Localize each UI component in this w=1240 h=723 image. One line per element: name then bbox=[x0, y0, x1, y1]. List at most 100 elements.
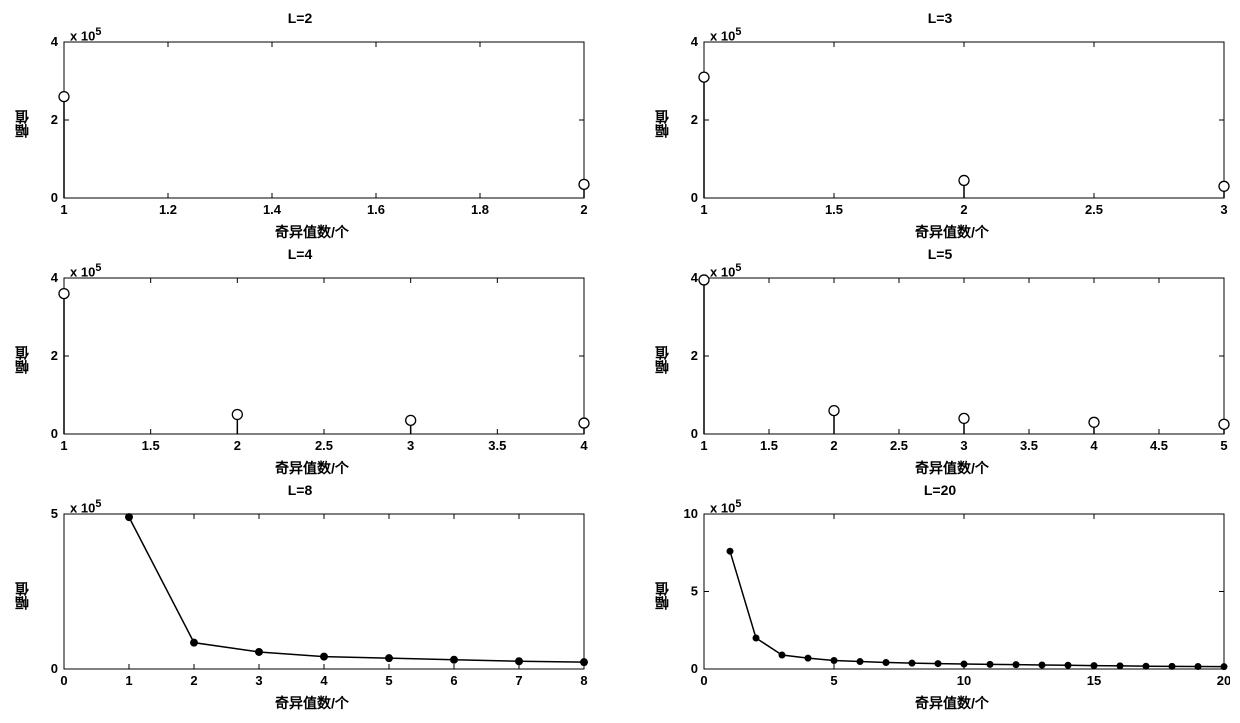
x-tick-label: 10 bbox=[957, 673, 971, 688]
axes-box bbox=[704, 278, 1224, 434]
y-tick-label: 2 bbox=[51, 348, 58, 363]
stem-marker bbox=[579, 418, 589, 428]
y-tick-label: 4 bbox=[51, 270, 59, 285]
x-tick-label: 1.2 bbox=[159, 202, 177, 217]
x-tick-label: 0 bbox=[60, 673, 67, 688]
x-tick-label: 3 bbox=[255, 673, 262, 688]
x-tick-label: 2 bbox=[234, 438, 241, 453]
series-marker bbox=[1117, 663, 1123, 669]
series-marker bbox=[779, 652, 785, 658]
chart-svg: 11.522.533.54024 bbox=[34, 264, 590, 456]
y-tick-label: 0 bbox=[691, 661, 698, 676]
y-axis-label: 幅值 bbox=[650, 28, 674, 220]
subplot-title: L=4 bbox=[10, 246, 590, 262]
stem-marker bbox=[232, 410, 242, 420]
x-tick-label: 0 bbox=[700, 673, 707, 688]
subplot-3: L=4x 105幅值11.522.533.54024奇异值数/个 bbox=[10, 246, 590, 478]
series-marker bbox=[581, 659, 588, 666]
chart-svg: 01234567805 bbox=[34, 500, 590, 691]
plot-area: 0 5 10 15 20 0 5 10 bbox=[674, 500, 1230, 691]
chart-svg: 0 5 10 15 20 0 5 10 bbox=[674, 500, 1230, 691]
y-tick-label: 2 bbox=[691, 348, 698, 363]
chart-svg: 11.21.41.61.82024 bbox=[34, 28, 590, 220]
y-tick-label: 0 bbox=[51, 190, 58, 205]
x-tick-label: 4.5 bbox=[1150, 438, 1168, 453]
plot-area: 11.522.533.54024 bbox=[34, 264, 590, 456]
plot-area: 11.21.41.61.82024 bbox=[34, 28, 590, 220]
axes-box bbox=[704, 514, 1224, 669]
series-marker bbox=[1065, 662, 1071, 668]
plot-wrapper: 幅值 0 5 10 15 20 0 5 10 bbox=[650, 500, 1230, 691]
chart-svg: 11.522.53024 bbox=[674, 28, 1230, 220]
x-tick-label: 2 bbox=[960, 202, 967, 217]
x-tick-label: 7 bbox=[515, 673, 522, 688]
x-tick-label: 6 bbox=[450, 673, 457, 688]
y-tick-label: 4 bbox=[51, 34, 59, 49]
chart-grid: L=2x 105幅值11.21.41.61.82024奇异值数/个L=3x 10… bbox=[10, 10, 1230, 713]
subplot-5: L=8x 105幅值01234567805奇异值数/个 bbox=[10, 482, 590, 713]
x-tick-label: 1.5 bbox=[142, 438, 160, 453]
x-tick-label: 1 bbox=[700, 202, 707, 217]
series-marker bbox=[831, 657, 837, 663]
stem-marker bbox=[959, 175, 969, 185]
plot-wrapper: 幅值11.522.533.54024 bbox=[10, 264, 590, 456]
plot-area: 11.522.53024 bbox=[674, 28, 1230, 220]
stem-marker bbox=[406, 415, 416, 425]
chart-svg: 11.522.533.544.55024 bbox=[674, 264, 1230, 456]
y-tick-label: 4 bbox=[691, 270, 699, 285]
subplot-4: L=5x 105幅值11.522.533.544.55024奇异值数/个 bbox=[650, 246, 1230, 478]
series-marker bbox=[987, 661, 993, 667]
stem-marker bbox=[1089, 417, 1099, 427]
x-tick-label: 20 bbox=[1217, 673, 1230, 688]
series-marker bbox=[1091, 663, 1097, 669]
series-marker bbox=[451, 656, 458, 663]
y-tick-label: 0 bbox=[691, 426, 698, 441]
x-axis-label: 奇异值数/个 bbox=[10, 693, 590, 713]
x-axis-label: 奇异值数/个 bbox=[650, 458, 1230, 478]
plot-wrapper: 幅值01234567805 bbox=[10, 500, 590, 691]
x-tick-label: 15 bbox=[1087, 673, 1101, 688]
x-tick-label: 3 bbox=[960, 438, 967, 453]
subplot-1: L=2x 105幅值11.21.41.61.82024奇异值数/个 bbox=[10, 10, 590, 242]
x-tick-label: 3.5 bbox=[1020, 438, 1038, 453]
y-tick-label: 2 bbox=[51, 112, 58, 127]
x-tick-label: 1 bbox=[60, 202, 67, 217]
series-marker bbox=[1039, 662, 1045, 668]
stem-marker bbox=[59, 92, 69, 102]
x-tick-label: 1 bbox=[125, 673, 132, 688]
y-tick-label: 10 bbox=[684, 506, 698, 521]
x-tick-label: 1.6 bbox=[367, 202, 385, 217]
y-tick-label: 0 bbox=[51, 661, 58, 676]
plot-area: 11.522.533.544.55024 bbox=[674, 264, 1230, 456]
stem-marker bbox=[1219, 181, 1229, 191]
x-tick-label: 5 bbox=[1220, 438, 1227, 453]
x-axis-label: 奇异值数/个 bbox=[10, 222, 590, 242]
x-axis-label: 奇异值数/个 bbox=[10, 458, 590, 478]
y-tick-label: 0 bbox=[51, 426, 58, 441]
y-tick-label: 4 bbox=[691, 34, 699, 49]
y-axis-label: 幅值 bbox=[10, 500, 34, 691]
x-tick-label: 2.5 bbox=[1085, 202, 1103, 217]
plot-wrapper: 幅值11.522.53024 bbox=[650, 28, 1230, 220]
series-marker bbox=[753, 635, 759, 641]
series-marker bbox=[1195, 664, 1201, 670]
x-tick-label: 4 bbox=[320, 673, 328, 688]
series-marker bbox=[126, 514, 133, 521]
y-tick-label: 5 bbox=[691, 584, 698, 599]
subplot-title: L=2 bbox=[10, 10, 590, 26]
x-tick-label: 5 bbox=[830, 673, 837, 688]
stem-marker bbox=[1219, 419, 1229, 429]
series-marker bbox=[516, 658, 523, 665]
x-tick-label: 3 bbox=[1220, 202, 1227, 217]
series-marker bbox=[1143, 663, 1149, 669]
subplot-title: L=20 bbox=[650, 482, 1230, 498]
stem-marker bbox=[699, 275, 709, 285]
series-marker bbox=[1169, 663, 1175, 669]
x-tick-label: 1.5 bbox=[825, 202, 843, 217]
x-tick-label: 1.4 bbox=[263, 202, 282, 217]
x-tick-label: 8 bbox=[580, 673, 587, 688]
y-axis-label: 幅值 bbox=[650, 500, 674, 691]
y-axis-label: 幅值 bbox=[10, 264, 34, 456]
axes-box bbox=[704, 42, 1224, 198]
x-tick-label: 3.5 bbox=[488, 438, 506, 453]
